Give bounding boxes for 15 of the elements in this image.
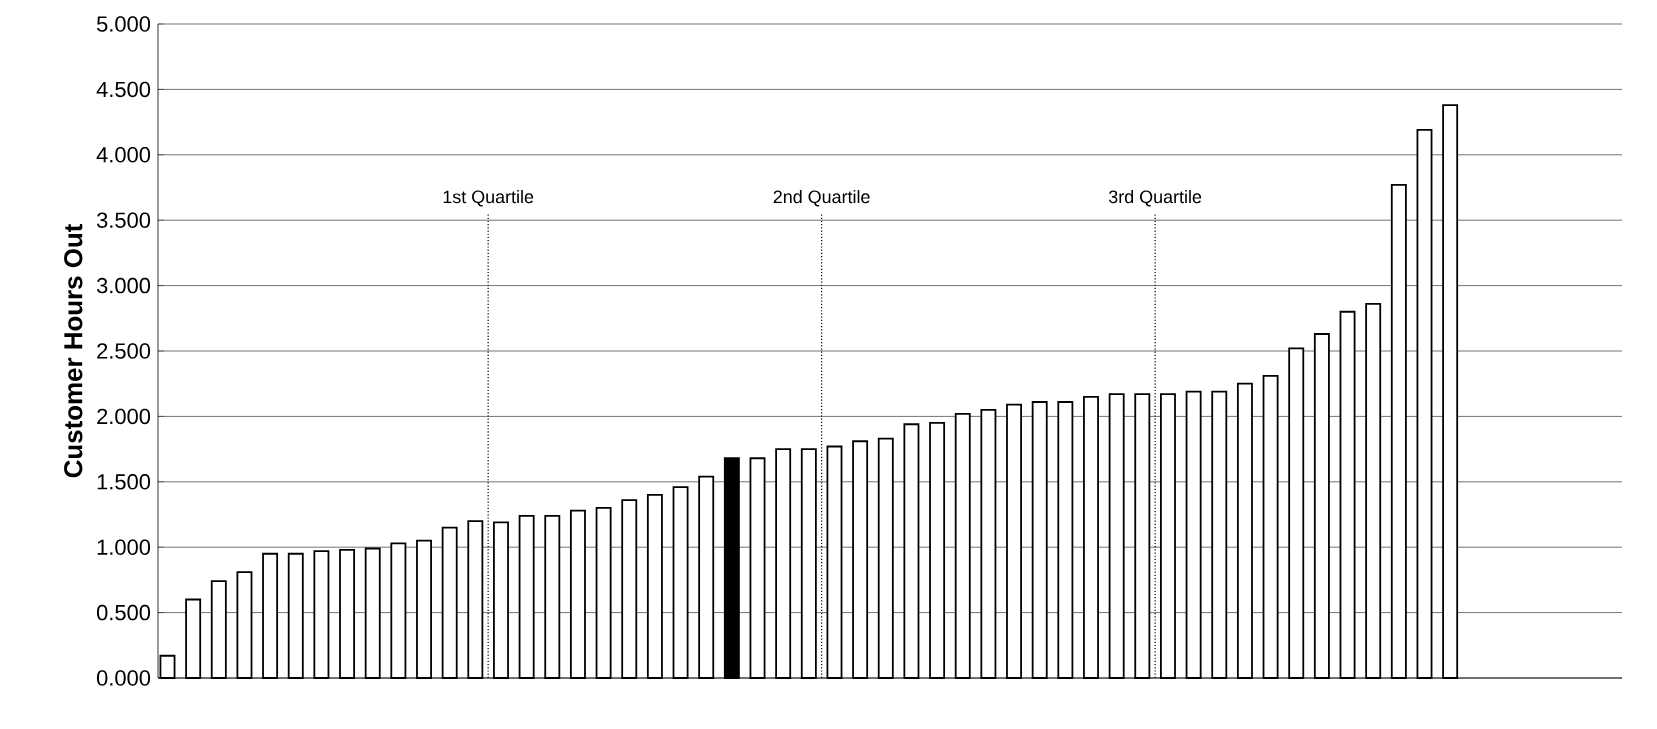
y-tick-label: 2.500 [97,343,151,359]
y-tick-label: 4.500 [96,81,151,98]
annotation: 2nd Quartile [773,190,870,207]
y-tick-label: 1.500 [97,474,151,490]
annotation: 1st Quartile [443,190,534,207]
y-tick-label: 1.000 [97,539,151,555]
y-axis-title: Customer Hours Out [64,223,83,478]
y-tick-label: 3.500 [96,212,151,228]
y-tick-label: 2.000 [97,408,151,425]
y-tick-label: 3.000 [96,277,151,294]
y-tick-label: 0.500 [96,604,151,621]
y-tick-label: 0.000 [96,670,151,686]
y-tick-label: 5.000 [96,16,151,32]
annotation: 3rd Quartile [1108,190,1202,207]
y-tick-label: 4.000 [96,147,151,163]
